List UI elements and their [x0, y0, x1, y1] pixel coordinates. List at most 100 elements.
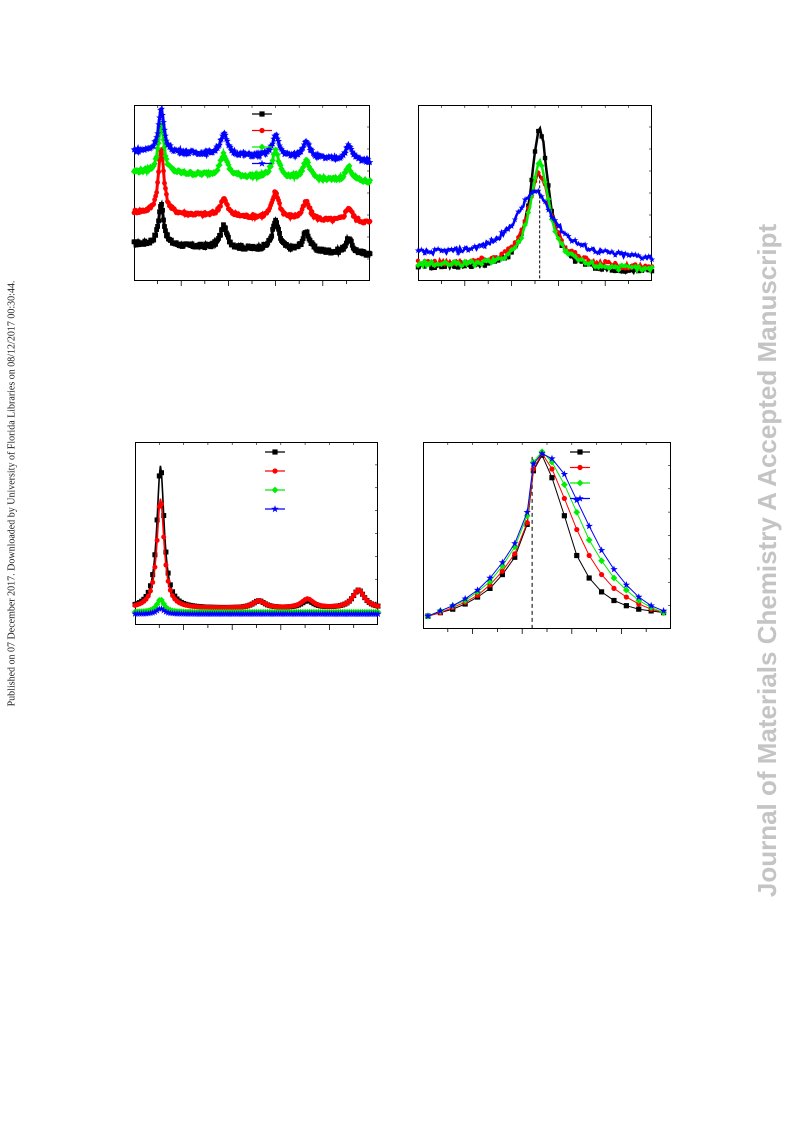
- data-point: [375, 603, 381, 609]
- data-point: [481, 243, 488, 249]
- axis-ticks: [447, 442, 671, 634]
- data-point: [498, 256, 505, 262]
- watermark-text: Journal of Materials Chemistry A Accepte…: [752, 223, 783, 897]
- data-point: [613, 260, 618, 266]
- series-star: [131, 605, 382, 618]
- data-point: [629, 264, 635, 271]
- data-point: [277, 231, 282, 236]
- data-point: [582, 255, 588, 260]
- data-point: [623, 603, 629, 609]
- data-point: [233, 149, 241, 156]
- data-point: [479, 255, 484, 260]
- data-point: [449, 601, 457, 609]
- data-point: [154, 190, 160, 195]
- data-point: [498, 229, 505, 236]
- data-point: [345, 142, 353, 150]
- data-point: [304, 140, 312, 147]
- data-point: [271, 505, 279, 513]
- data-point: [277, 200, 282, 206]
- data-point: [159, 201, 164, 207]
- data-point: [568, 238, 575, 244]
- data-point: [511, 216, 519, 223]
- data-point: [635, 252, 642, 259]
- legend-entry: [252, 111, 272, 117]
- data-point: [332, 174, 339, 181]
- data-point: [435, 261, 441, 268]
- data-point: [366, 158, 374, 166]
- data-point: [574, 526, 580, 533]
- data-point: [344, 165, 351, 173]
- data-point: [155, 121, 162, 128]
- data-point: [642, 253, 649, 260]
- data-point: [576, 479, 584, 487]
- data-point: [273, 131, 280, 138]
- data-point: [468, 245, 475, 252]
- legend-entry: [252, 159, 272, 167]
- data-point: [622, 586, 630, 594]
- data-point: [648, 256, 656, 263]
- data-point: [598, 248, 605, 255]
- data-point: [269, 140, 277, 147]
- data-point: [154, 537, 160, 543]
- data-point: [299, 144, 307, 151]
- data-point: [269, 157, 276, 164]
- data-point: [304, 229, 310, 235]
- data-point: [548, 213, 555, 220]
- data-point: [549, 466, 555, 472]
- data-point: [161, 534, 167, 540]
- data-point: [151, 201, 157, 207]
- data-point: [150, 579, 156, 585]
- data-point: [259, 127, 265, 134]
- data-point: [367, 251, 373, 257]
- data-point: [308, 146, 316, 154]
- data-point: [230, 147, 238, 154]
- data-point: [511, 539, 519, 547]
- chart-panel-bottom-left: [131, 442, 382, 630]
- data-point: [645, 253, 652, 259]
- data-point: [598, 263, 605, 270]
- data-point: [315, 176, 322, 183]
- data-point: [625, 252, 632, 258]
- data-point: [302, 137, 310, 145]
- data-point: [474, 592, 481, 598]
- data-point: [461, 258, 468, 265]
- data-point: [134, 144, 142, 152]
- data-point: [304, 159, 312, 166]
- data-point: [153, 232, 159, 238]
- data-point: [363, 154, 371, 162]
- data-point: [328, 152, 336, 160]
- data-point: [258, 159, 266, 167]
- data-point: [461, 244, 468, 251]
- data-point: [586, 552, 592, 559]
- data-point: [347, 145, 355, 152]
- data-point: [275, 137, 282, 145]
- data-point: [512, 551, 518, 557]
- data-point: [160, 600, 167, 608]
- data-point: [612, 251, 619, 258]
- series-diamond: [415, 157, 655, 275]
- legend: [265, 449, 285, 513]
- chart-panel-top-right: [414, 105, 656, 286]
- legend-entry: [570, 449, 590, 455]
- data-point: [160, 118, 167, 126]
- data-point: [155, 224, 160, 229]
- data-point: [303, 138, 311, 146]
- data-point: [458, 262, 465, 269]
- data-point: [151, 137, 159, 145]
- data-point: [428, 258, 435, 265]
- data-point: [555, 223, 562, 229]
- data-point: [364, 155, 372, 163]
- data-point: [573, 496, 581, 504]
- data-point: [212, 147, 219, 154]
- axis-ticks: [157, 105, 370, 286]
- data-point: [428, 248, 435, 255]
- data-point: [546, 183, 551, 188]
- data-point: [346, 143, 354, 151]
- data-point: [356, 174, 363, 181]
- data-point: [576, 253, 581, 259]
- data-point: [366, 177, 374, 184]
- data-point: [465, 247, 472, 253]
- data-point: [538, 193, 545, 200]
- data-point: [300, 164, 307, 171]
- data-point: [461, 594, 469, 602]
